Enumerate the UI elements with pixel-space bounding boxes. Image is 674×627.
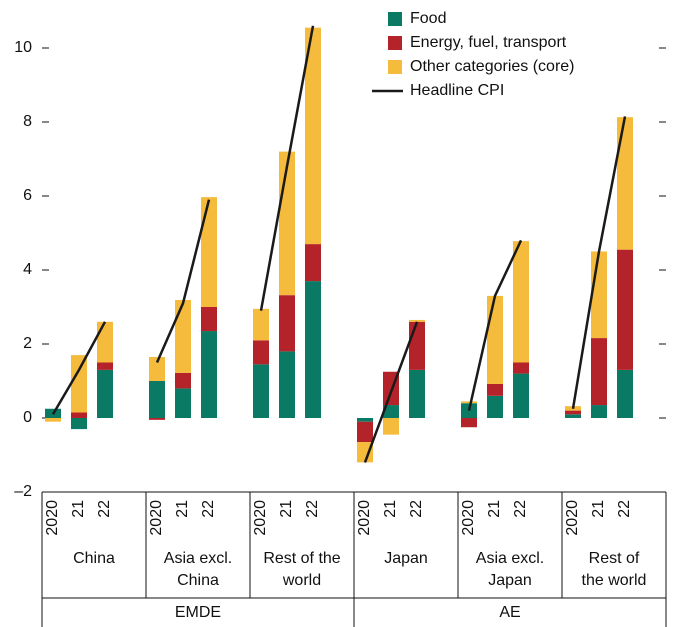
- bar-segment: [383, 405, 399, 418]
- x-tick-label: 2020: [44, 500, 61, 536]
- bar-segment: [45, 418, 61, 422]
- bar-segment: [149, 381, 165, 418]
- x-tick-label: 22: [512, 500, 529, 518]
- legend-swatch: [388, 12, 402, 26]
- x-tick-label: 21: [174, 500, 191, 518]
- subgroup-label: Asia excl. Japan: [475, 550, 545, 589]
- y-tick-label: 2: [23, 335, 32, 352]
- bar-segment: [175, 388, 191, 418]
- bar-segment: [71, 418, 87, 430]
- bar-segment: [253, 340, 269, 365]
- bar-segment: [253, 364, 269, 418]
- bar-segment: [253, 308, 269, 341]
- bar-segment: [305, 244, 321, 282]
- x-tick-label: 22: [408, 500, 425, 518]
- bar-segment: [279, 295, 295, 352]
- legend-swatch: [388, 60, 402, 74]
- x-tick-label: 22: [616, 500, 633, 518]
- x-tick-label: 22: [304, 500, 321, 518]
- bar-segment: [71, 412, 87, 418]
- bar-segment: [409, 321, 425, 370]
- bar-segment: [591, 251, 607, 339]
- subgroup-label: China: [73, 550, 115, 567]
- subgroup-label: Rest of the world: [581, 550, 647, 589]
- x-tick-label: 22: [96, 500, 113, 518]
- bar-segment: [617, 369, 633, 418]
- y-tick-label: –2: [14, 483, 32, 500]
- y-tick-label: 6: [23, 187, 32, 204]
- y-tick-label: 8: [23, 113, 32, 130]
- bar-segment: [487, 383, 503, 396]
- x-tick-label: 21: [278, 500, 295, 518]
- bar-segment: [357, 442, 373, 463]
- bar-segment: [487, 395, 503, 418]
- bar-segment: [305, 281, 321, 418]
- x-tick-label: 2020: [148, 500, 165, 536]
- bar-segment: [461, 401, 477, 404]
- bar-segment: [97, 321, 113, 363]
- subgroup-label: Japan: [384, 550, 428, 567]
- bar-segment: [305, 27, 321, 245]
- bar-segment: [357, 421, 373, 443]
- bar-segment: [513, 241, 529, 363]
- bar-segment: [409, 369, 425, 418]
- bar-segment: [97, 369, 113, 418]
- bar-segment: [513, 362, 529, 374]
- x-tick-label: 21: [382, 500, 399, 518]
- bar-segment: [565, 410, 581, 415]
- bar-segment: [149, 418, 165, 420]
- legend-label: Food: [410, 10, 446, 27]
- bar-segment: [591, 405, 607, 418]
- bar-segment: [591, 338, 607, 406]
- bar-segment: [617, 249, 633, 370]
- x-tick-label: 2020: [564, 500, 581, 536]
- x-tick-label: 22: [200, 500, 217, 518]
- legend-label: Headline CPI: [410, 82, 504, 99]
- bar-segment: [175, 299, 191, 373]
- bar-segment: [175, 372, 191, 389]
- supergroup-label: AE: [499, 604, 521, 621]
- x-tick-label: 2020: [460, 500, 477, 536]
- bar-segment: [409, 319, 425, 322]
- headline-line: [259, 25, 315, 311]
- bar-segment: [617, 117, 633, 250]
- subgroup-label: Rest of the world: [263, 550, 341, 589]
- y-tick-label: 4: [23, 261, 32, 278]
- bar-segment: [149, 356, 165, 381]
- x-tick-label: 2020: [252, 500, 269, 536]
- bar-segment: [461, 418, 477, 428]
- bar-segment: [201, 307, 217, 332]
- x-tick-label: 21: [70, 500, 87, 518]
- x-tick-label: 2020: [356, 500, 373, 536]
- legend-label: Other categories (core): [410, 58, 575, 75]
- headline-line: [51, 321, 107, 415]
- bar-segment: [279, 351, 295, 418]
- bar-segment: [565, 414, 581, 418]
- headline-line: [363, 321, 419, 463]
- bar-segment: [201, 197, 217, 307]
- bar-segment: [201, 331, 217, 418]
- x-tick-label: 21: [590, 500, 607, 518]
- bar-segment: [487, 295, 503, 384]
- headline-line: [155, 199, 211, 364]
- bar-segment: [383, 418, 399, 435]
- y-tick-label: 10: [14, 39, 32, 56]
- bar-segment: [97, 362, 113, 370]
- bar-segment: [513, 373, 529, 418]
- y-tick-label: 0: [23, 409, 32, 426]
- subgroup-label: Asia excl. China: [163, 550, 233, 589]
- headline-line: [571, 116, 627, 409]
- x-tick-label: 21: [486, 500, 503, 518]
- supergroup-label: EMDE: [174, 604, 222, 621]
- legend-label: Energy, fuel, transport: [410, 34, 567, 51]
- bar-segment: [71, 355, 87, 413]
- bar-segment: [357, 418, 373, 422]
- headline-line: [467, 239, 523, 411]
- legend-swatch: [388, 36, 402, 50]
